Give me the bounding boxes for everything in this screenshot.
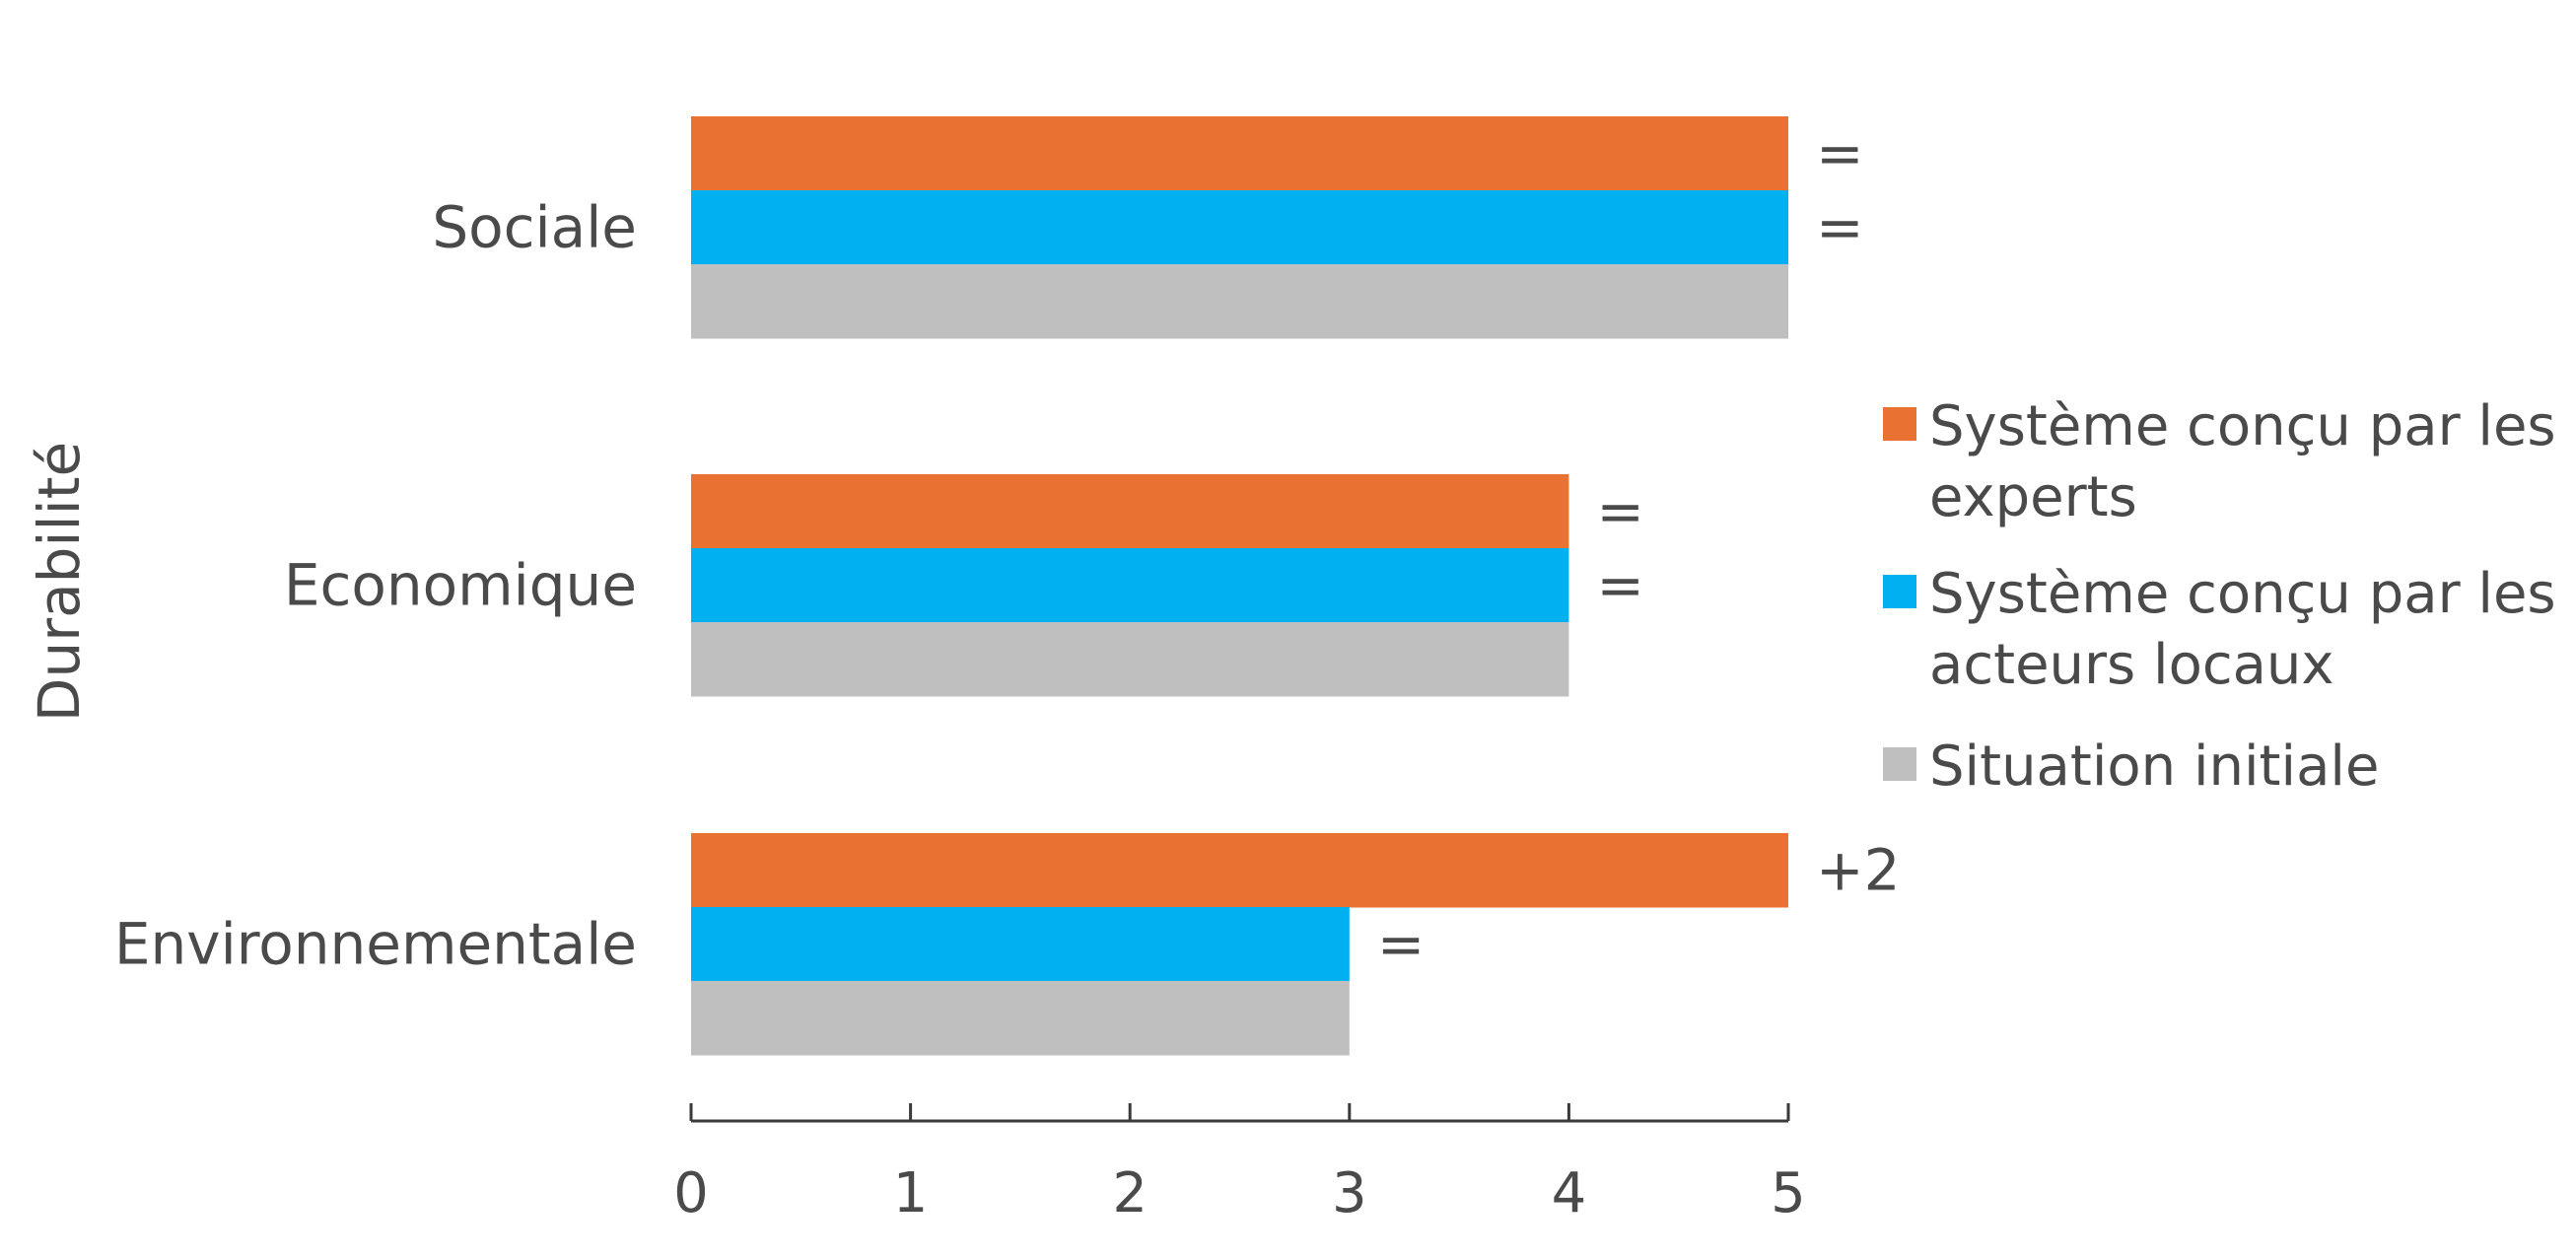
bar-environnementale-series-3 [691,981,1350,1056]
x-tick-label: 1 [893,1161,929,1225]
bar-economique-series-2 [691,548,1569,623]
x-tick-label: 5 [1771,1161,1806,1225]
bar-environnementale-series-1 [691,833,1788,908]
legend-label: acteurs locaux [1929,633,2334,697]
legend-swatch [1883,407,1916,441]
bars-layer [691,116,1788,1056]
category-label: Environnementale [114,911,637,978]
bar-sociale-series-1 [691,116,1788,191]
bar-economique-series-3 [691,622,1569,697]
category-label: Sociale [432,194,637,261]
category-label: Economique [284,552,637,619]
x-tick-label: 2 [1112,1161,1148,1225]
legend-label: Système conçu par les [1929,394,2556,458]
bar-environnementale-series-2 [691,907,1350,982]
x-tick-label: 0 [673,1161,709,1225]
legend-swatch [1883,575,1916,608]
bar-economique-series-1 [691,474,1569,549]
annotations-layer: = = = = +2 = [1377,120,1901,978]
legend-label: Système conçu par les [1929,562,2556,626]
bar-annotation: = [1816,120,1864,187]
bar-annotation: = [1377,911,1426,978]
bar-annotation: = [1596,478,1644,545]
x-tick-label: 3 [1332,1161,1367,1225]
legend-label: experts [1929,465,2137,529]
bar-annotation: = [1596,552,1644,619]
y-axis-title: Durabilité [26,442,93,722]
x-axis: 0 1 2 3 4 5 [673,1103,1806,1225]
bar-sociale-series-3 [691,264,1788,339]
legend-swatch [1883,747,1916,781]
category-labels: Sociale Economique Environnementale [114,194,637,978]
legend: Système conçu par les experts Système conç… [1883,394,2556,799]
x-tick-label: 4 [1552,1161,1587,1225]
bar-annotation: = [1816,194,1864,261]
bar-sociale-series-2 [691,190,1788,265]
bar-annotation: +2 [1816,837,1901,904]
legend-label: Situation initiale [1929,735,2379,799]
